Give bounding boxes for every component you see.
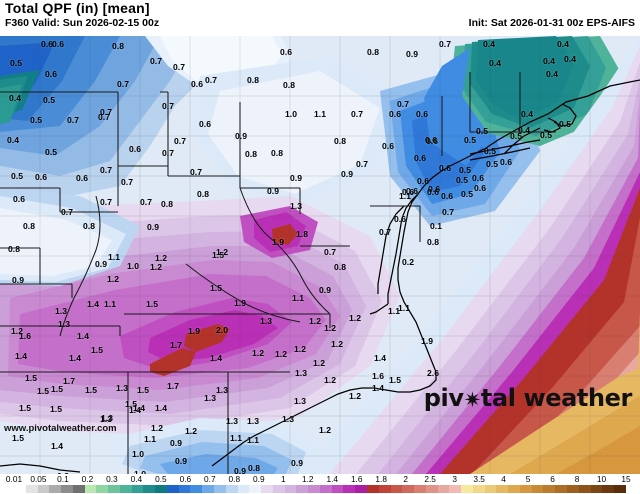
legend-swatch (390, 485, 403, 493)
legend-tick-label: 0.7 (204, 474, 216, 484)
color-legend-ticks: 0.01 0.05 0.1 0.2 0.3 0.4 0.5 0.6 0.7 0.8 0.9 1 1.2 1… (0, 474, 640, 485)
logo-text-pre: piv (423, 384, 464, 412)
legend-tick-label: 4 (501, 474, 506, 484)
legend-swatch (578, 485, 591, 493)
legend-tick-label: 0.9 (253, 474, 265, 484)
legend-swatch (155, 485, 167, 493)
legend-swatch (84, 485, 97, 493)
legend-tick-label: 8 (574, 474, 580, 484)
state-boundaries (0, 72, 556, 474)
legend-tick-label: 0.5 (155, 474, 167, 484)
legend-swatch (437, 485, 450, 493)
legend-swatch (61, 485, 73, 493)
legend-swatch (225, 485, 238, 493)
legend-swatch (119, 485, 132, 493)
legend-tick-label: 0.05 (30, 474, 47, 484)
legend-tick-label: 2 (403, 474, 408, 484)
legend-swatch (178, 485, 191, 493)
legend-tick-label: 1.6 (350, 474, 363, 484)
legend-swatch (614, 485, 626, 493)
legend-swatch (484, 485, 497, 493)
legend-swatch (190, 485, 203, 493)
legend-swatch (543, 485, 556, 493)
legend-tick-label: 0.1 (57, 474, 69, 484)
legend-swatch (355, 485, 367, 493)
legend-tick-label: 1.4 (326, 474, 339, 484)
legend-swatch (402, 485, 415, 493)
color-legend: 0.01 0.05 0.1 0.2 0.3 0.4 0.5 0.6 0.7 0.8 0.9 1 1.2 1… (0, 474, 640, 494)
legend-swatch (319, 485, 332, 493)
legend-swatch (131, 485, 144, 493)
legend-swatch (425, 485, 438, 493)
legend-swatch (272, 485, 285, 493)
website-url: www.pivotalweather.com (4, 423, 117, 434)
legend-tick-label: 1.2 (301, 474, 314, 484)
legend-swatch (37, 485, 50, 493)
coastline (0, 79, 640, 473)
color-legend-strip (14, 485, 626, 493)
legend-swatch (531, 485, 544, 493)
legend-swatch (508, 485, 520, 493)
legend-tick-label: 3.5 (473, 474, 485, 484)
legend-tick-label: 5 (525, 474, 531, 484)
logo-text-post: tal weather (480, 384, 633, 412)
legend-swatch (555, 485, 567, 493)
legend-swatch (166, 485, 179, 493)
pivotal-weather-logo: piv✷tal weather (423, 384, 633, 412)
legend-swatch (472, 485, 485, 493)
page-title: Total QPF (in) [mean] (5, 0, 150, 16)
legend-swatch (143, 485, 156, 493)
star-icon: ✷ (463, 388, 482, 412)
legend-swatch (331, 485, 344, 493)
legend-swatch (25, 485, 38, 493)
legend-tick-label: 0.4 (130, 474, 143, 484)
legend-tick-label: 1 (280, 474, 286, 484)
legend-swatch (308, 485, 320, 493)
legend-tick-label: 0.01 (5, 474, 23, 484)
legend-swatch (566, 485, 579, 493)
legend-tick-label: 1.8 (375, 474, 387, 484)
map-header: Total QPF (in) [mean] F360 Valid: Sun 20… (0, 0, 640, 36)
legend-tick-label: 0.8 (228, 474, 241, 484)
legend-tick-label: 0.6 (179, 474, 192, 484)
legend-swatch (602, 485, 615, 493)
legend-swatch (461, 485, 473, 493)
legend-swatch (49, 485, 62, 493)
legend-swatch (343, 485, 356, 493)
legend-swatch (14, 485, 26, 493)
legend-swatch (108, 485, 120, 493)
legend-tick-label: 3 (452, 474, 457, 484)
legend-swatch (202, 485, 215, 493)
legend-tick-label: 15 (621, 474, 631, 484)
legend-swatch (366, 485, 379, 493)
legend-swatch (449, 485, 462, 493)
legend-swatch (249, 485, 262, 493)
legend-swatch (96, 485, 109, 493)
legend-tick-label: 6 (550, 474, 555, 484)
legend-swatch (284, 485, 297, 493)
valid-time-label: F360 Valid: Sun 2026-02-15 00z (5, 17, 160, 29)
legend-swatch (72, 485, 85, 493)
legend-tick-label: 2.5 (424, 474, 436, 484)
qpf-contour-fill (0, 36, 640, 474)
legend-swatch (296, 485, 309, 493)
legend-tick-label: 10 (596, 474, 607, 484)
legend-swatch (261, 485, 273, 493)
legend-swatch (378, 485, 391, 493)
legend-swatch (590, 485, 603, 493)
legend-swatch (496, 485, 509, 493)
legend-swatch (214, 485, 226, 493)
legend-swatch (519, 485, 532, 493)
legend-swatch (414, 485, 426, 493)
legend-tick-label: 0.3 (106, 474, 118, 484)
legend-swatch (237, 485, 250, 493)
init-time-label: Init: Sat 2026-01-31 00z EPS-AIFS (468, 17, 635, 29)
legend-tick-label: 0.2 (81, 474, 94, 484)
